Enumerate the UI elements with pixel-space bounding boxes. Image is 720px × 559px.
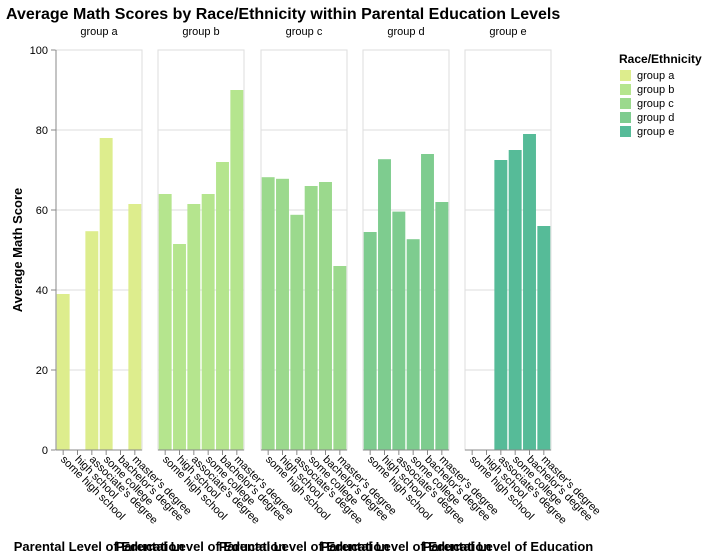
facet-label: group d bbox=[387, 26, 424, 38]
bar bbox=[406, 239, 420, 450]
facet-label: group c bbox=[286, 26, 323, 38]
legend-swatch bbox=[620, 112, 631, 123]
facet-label: group b bbox=[182, 26, 219, 38]
bar bbox=[128, 204, 142, 450]
bar bbox=[537, 226, 551, 450]
bar bbox=[261, 177, 275, 450]
bar bbox=[494, 160, 508, 450]
bar bbox=[333, 266, 347, 450]
bar bbox=[201, 194, 215, 450]
bar bbox=[523, 134, 536, 450]
chart-title: Average Math Scores by Race/Ethnicity wi… bbox=[6, 6, 560, 23]
bar bbox=[508, 150, 522, 450]
bar bbox=[216, 162, 229, 450]
y-tick-label: 100 bbox=[30, 45, 48, 57]
bar bbox=[304, 186, 318, 450]
bar bbox=[56, 294, 70, 450]
x-axis-title: Parental Level of Education bbox=[321, 539, 492, 554]
bar bbox=[99, 138, 113, 450]
legend-title: Race/Ethnicity bbox=[619, 52, 702, 66]
bar bbox=[230, 90, 244, 450]
bar bbox=[392, 211, 406, 450]
legend-label: group e bbox=[637, 126, 674, 138]
bar bbox=[158, 194, 172, 450]
y-tick-label: 20 bbox=[36, 365, 48, 377]
x-axis-title: Parental Level of Education bbox=[14, 539, 185, 554]
legend-swatch bbox=[620, 84, 631, 95]
legend-swatch bbox=[620, 126, 631, 137]
y-tick-label: 0 bbox=[42, 445, 48, 457]
bar bbox=[173, 244, 186, 450]
legend-swatch bbox=[620, 98, 631, 109]
bar bbox=[85, 231, 99, 450]
y-tick-label: 80 bbox=[36, 125, 48, 137]
y-tick-label: 40 bbox=[36, 285, 48, 297]
facet-label: group e bbox=[489, 26, 526, 38]
x-axis-title: Parental Level of Education bbox=[219, 539, 390, 554]
legend-label: group b bbox=[637, 84, 674, 96]
bar bbox=[435, 202, 449, 450]
bar bbox=[363, 232, 377, 450]
y-axis-title: Average Math Score bbox=[10, 188, 25, 313]
y-tick-label: 60 bbox=[36, 205, 48, 217]
bar bbox=[276, 178, 289, 451]
legend-label: group c bbox=[637, 98, 674, 110]
legend: Race/Ethnicity group a group b group c grou… bbox=[619, 52, 702, 138]
legend-label: group a bbox=[637, 70, 675, 82]
bar bbox=[319, 182, 332, 450]
bar bbox=[187, 204, 201, 450]
facet-label: group a bbox=[80, 26, 118, 38]
bar bbox=[290, 214, 304, 450]
legend-swatch bbox=[620, 70, 631, 81]
x-axis-title: Parental Level of Education bbox=[423, 539, 594, 554]
bar bbox=[421, 154, 434, 450]
bar bbox=[378, 159, 391, 450]
x-axis-title: Parental Level of Education bbox=[116, 539, 287, 554]
legend-label: group d bbox=[637, 112, 674, 124]
